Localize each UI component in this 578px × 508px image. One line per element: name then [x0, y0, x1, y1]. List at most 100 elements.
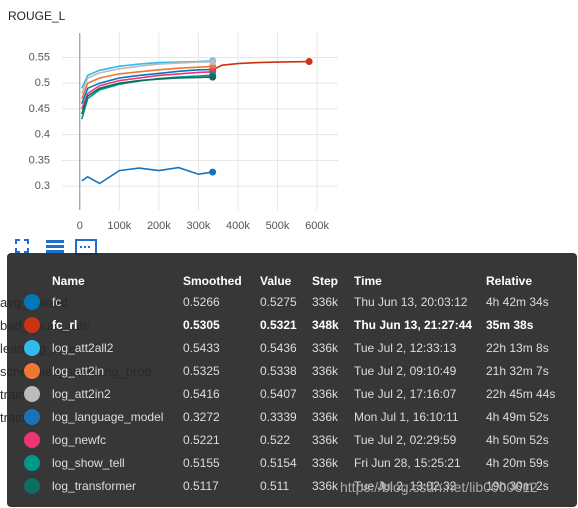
cell: 336k: [312, 479, 339, 493]
header-cell: Step: [312, 274, 339, 288]
series-end-dot: [209, 58, 217, 66]
cell: 4h 50m 52s: [486, 433, 549, 447]
cell: 336k: [312, 456, 339, 470]
series-name: fc_rl: [52, 318, 78, 332]
cell: 4h 20m 59s: [486, 456, 549, 470]
series-line: [81, 68, 213, 104]
series-swatch: [24, 386, 40, 402]
cell: 336k: [312, 295, 339, 309]
watermark: https://blog.csdn.net/lib0000612: [340, 479, 538, 495]
series-line: [81, 74, 213, 120]
cell: 0.5407: [260, 387, 297, 401]
tooltip-row: log_language_model 0.3272 0.3339 336k Mon Ju…: [7, 407, 577, 429]
series-end-dot: [209, 73, 217, 81]
cell: 0.5117: [183, 479, 219, 493]
data-icon[interactable]: [46, 240, 64, 253]
fit-icon[interactable]: [15, 239, 29, 253]
cell: 19h 30m 2s: [486, 479, 549, 493]
series-swatch: [24, 317, 40, 333]
series-name: log_att2all2: [52, 341, 114, 355]
series-line: [81, 61, 213, 94]
cell: 35m 38s: [486, 318, 534, 332]
y-tick-label: 0.35: [29, 154, 50, 166]
y-tick-label: 0.5: [35, 77, 50, 89]
series-line: [81, 65, 213, 99]
cell: Tue Jul 2, 13:02:32: [354, 479, 457, 493]
tooltip-row: fc 0.5266 0.5275 336k Thu Jun 13, 20:03:12 4h…: [7, 292, 577, 314]
cell: 22h 13m 8s: [486, 341, 549, 355]
cell: 0.5416: [183, 387, 220, 401]
zoom-icon[interactable]: [75, 239, 97, 255]
cell: 4h 49m 52s: [486, 410, 549, 424]
tooltip-row: log_att2all2 0.5433 0.5436 336k Tue Jul 2, 1…: [7, 338, 577, 360]
cell: Thu Jun 13, 21:27:44: [354, 318, 473, 332]
cell: 0.5305: [183, 318, 220, 332]
cell: 336k: [312, 387, 339, 401]
tooltip-row: log_show_tell 0.5155 0.5154 336k Fri Jun 28,…: [7, 453, 577, 475]
series-swatch: [24, 340, 40, 356]
series-swatch: [24, 409, 40, 425]
series-swatch: [24, 455, 40, 471]
cell: 21h 32m 7s: [486, 364, 549, 378]
cell: 0.5321: [260, 318, 297, 332]
series-name: log_transformer: [52, 479, 137, 493]
series-name: log_show_tell: [52, 456, 125, 470]
cell: 0.522: [260, 433, 291, 447]
x-tick-label: 300k: [186, 220, 210, 230]
cell: Thu Jun 13, 20:03:12: [354, 295, 468, 309]
x-tick-label: 0: [77, 220, 83, 230]
tooltip: Name Smoothed Value Step Time Relative fc 0.526…: [7, 253, 577, 507]
cell: Tue Jul 2, 12:33:13: [354, 341, 457, 355]
cell: 0.5325: [183, 364, 220, 378]
cell: 0.5155: [183, 456, 220, 470]
series-name: log_att2in: [52, 364, 105, 378]
y-tick-label: 0.55: [29, 51, 50, 63]
cell: 336k: [312, 433, 339, 447]
header-cell: Name: [52, 274, 85, 288]
series-end-dot: [305, 58, 313, 66]
cell: 0.5338: [260, 364, 297, 378]
header-cell: Smoothed: [183, 274, 242, 288]
series-swatch: [24, 363, 40, 379]
x-tick-label: 600k: [305, 220, 329, 230]
series-name: log_att2in2: [52, 387, 111, 401]
header-cell: Value: [260, 274, 292, 288]
cell: 0.5221: [183, 433, 220, 447]
cell: Tue Jul 2, 02:29:59: [354, 433, 457, 447]
cell: Tue Jul 2, 09:10:49: [354, 364, 457, 378]
x-tick-label: 200k: [147, 220, 171, 230]
series-swatch: [24, 294, 40, 310]
x-tick-label: 100k: [107, 220, 131, 230]
cell: 0.511: [260, 479, 290, 493]
y-tick-label: 0.45: [29, 103, 50, 115]
cell: 348k: [312, 318, 339, 332]
cell: Tue Jul 2, 17:16:07: [354, 387, 457, 401]
series-line: [81, 71, 213, 110]
header-cell: Time: [354, 274, 382, 288]
cell: Fri Jun 28, 15:25:21: [354, 456, 461, 470]
series-name: log_language_model: [52, 410, 164, 424]
tooltip-row: log_newfc 0.5221 0.522 336k Tue Jul 2, 02:29…: [7, 430, 577, 452]
tooltip-header: Name Smoothed Value Step Time Relative: [7, 271, 577, 293]
tooltip-row: log_transformer 0.5117 0.511 336k Tue Jul 2,…: [7, 476, 577, 498]
tooltip-row: log_att2in 0.5325 0.5338 336k Tue Jul 2, 09:…: [7, 361, 577, 383]
series-line: [81, 166, 213, 185]
series-name: log_newfc: [52, 433, 107, 447]
toolbar[interactable]: [14, 238, 104, 256]
y-tick-label: 0.4: [35, 129, 50, 141]
series-end-dot: [209, 168, 217, 176]
series-line: [212, 60, 310, 71]
series-swatch: [24, 432, 40, 448]
tooltip-row: fc_rl 0.5305 0.5321 348k Thu Jun 13, 21:27:4…: [7, 315, 577, 337]
x-tick-label: 500k: [266, 220, 290, 230]
cell: 4h 42m 34s: [486, 295, 549, 309]
chart-title: ROUGE_L: [8, 9, 66, 23]
x-tick-label: 400k: [226, 220, 250, 230]
cell: 0.3339: [260, 410, 297, 424]
cell: 336k: [312, 364, 339, 378]
series-line: [81, 76, 213, 115]
series-swatch: [24, 478, 40, 494]
cell: 0.5275: [260, 295, 297, 309]
tooltip-row: log_att2in2 0.5416 0.5407 336k Tue Jul 2, 17…: [7, 384, 577, 406]
cell: 336k: [312, 341, 339, 355]
